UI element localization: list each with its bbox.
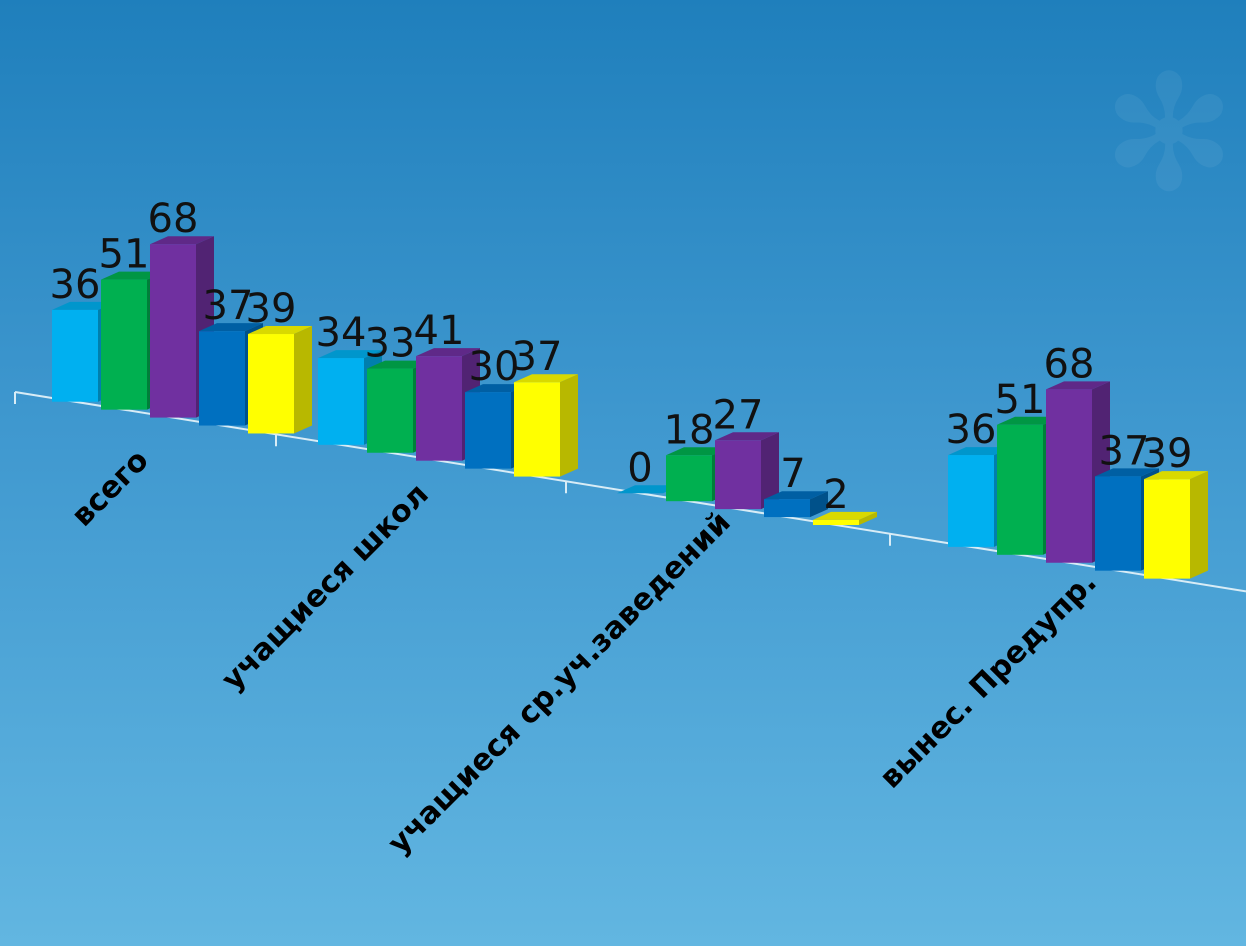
data-label-2-3: 7 xyxy=(780,451,805,497)
data-label-1-4: 37 xyxy=(512,334,563,380)
data-label-0-3: 37 xyxy=(203,283,254,329)
data-label-2-0: 0 xyxy=(627,445,652,491)
data-label-3-4: 39 xyxy=(1142,431,1193,477)
bar-2-3 xyxy=(764,491,828,518)
bar-3-4 xyxy=(1144,471,1208,579)
bar-0-4 xyxy=(248,326,312,434)
data-label-1-2: 41 xyxy=(414,308,465,354)
data-label-1-1: 33 xyxy=(365,321,416,367)
category-label-2: учащиеся ср.уч.заведений xyxy=(381,505,737,861)
bar-2-2 xyxy=(715,432,779,510)
data-label-2-1: 18 xyxy=(664,407,715,453)
data-label-0-0: 36 xyxy=(50,262,101,308)
background-flake-decoration: ✻ xyxy=(1101,40,1236,227)
data-label-0-4: 39 xyxy=(246,286,297,332)
category-label-1: учащиеся школ xyxy=(215,477,436,698)
data-label-3-1: 51 xyxy=(995,377,1046,423)
category-label-0: всего xyxy=(65,443,156,534)
data-label-3-3: 37 xyxy=(1099,428,1150,474)
data-label-0-1: 51 xyxy=(99,232,150,278)
data-label-1-0: 34 xyxy=(316,310,367,356)
data-label-3-0: 36 xyxy=(946,407,997,453)
category-label-3: вынес. Предупр. xyxy=(873,565,1104,796)
bar-2-0 xyxy=(617,485,681,494)
data-label-3-2: 68 xyxy=(1044,341,1095,387)
data-label-1-3: 30 xyxy=(469,344,520,390)
data-label-2-2: 27 xyxy=(713,392,764,438)
bar-2-4 xyxy=(813,511,877,526)
data-label-2-4: 2 xyxy=(823,472,848,518)
bar-1-4 xyxy=(514,374,578,477)
data-label-0-2: 68 xyxy=(148,196,199,242)
